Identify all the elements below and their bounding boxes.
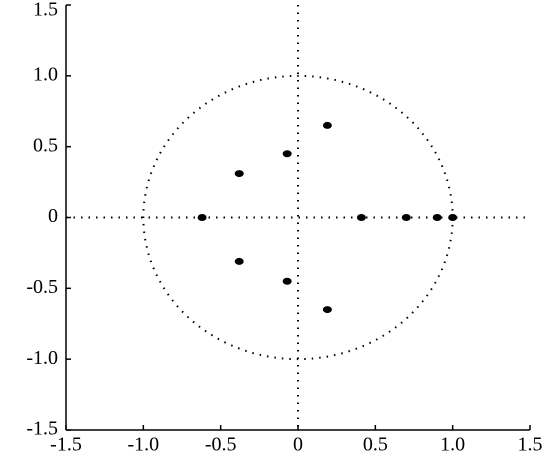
x-tick-label: -0.5 <box>205 434 237 456</box>
point <box>322 121 332 129</box>
x-tick-label: 0 <box>293 434 303 456</box>
point <box>322 306 332 314</box>
x-tick-label: 1.0 <box>440 434 465 456</box>
y-tick-label: -1.5 <box>26 418 58 440</box>
point <box>234 170 244 178</box>
point <box>234 257 244 265</box>
point <box>282 277 292 285</box>
y-tick-label: -0.5 <box>26 276 58 298</box>
y-tick-label: 0.5 <box>33 134 58 156</box>
x-tick-label: 1.5 <box>518 434 543 456</box>
y-tick-label: 1.5 <box>33 0 58 21</box>
point <box>197 214 207 221</box>
x-tick-label: 0.5 <box>363 434 388 456</box>
point <box>401 214 411 221</box>
y-tick-label: 1.0 <box>33 63 58 85</box>
point <box>432 214 442 221</box>
x-tick-label: -1.5 <box>50 434 82 456</box>
y-tick-label: -1.0 <box>26 347 58 369</box>
point <box>356 214 366 221</box>
point <box>282 150 292 158</box>
point <box>448 214 458 221</box>
y-tick-label: 0 <box>48 205 58 227</box>
x-tick-label: -1.0 <box>127 434 159 456</box>
